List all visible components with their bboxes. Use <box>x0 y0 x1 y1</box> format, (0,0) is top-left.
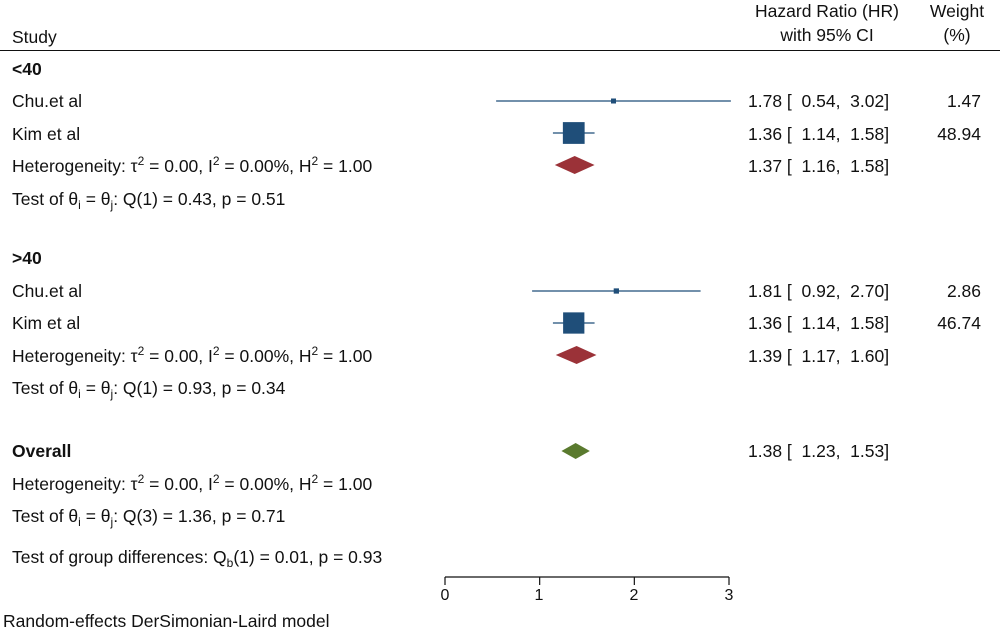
heterogeneity-stats: Heterogeneity: τ2 = 0.00, I2 = 0.00%, H2… <box>12 344 373 368</box>
study-weight: 48.94 <box>937 124 981 144</box>
heterogeneity-prefix: Heterogeneity: τ <box>12 346 138 366</box>
study-marker <box>613 288 619 294</box>
theta-i-subscript: i <box>78 387 81 401</box>
h-value: = 1.00 <box>318 156 373 176</box>
theta-test: Test of θi = θj: Q(3) = 1.36, p = 0.71 <box>12 506 286 529</box>
study-name: Chu.et al <box>12 281 83 301</box>
heterogeneity-stats: Heterogeneity: τ2 = 0.00, I2 = 0.00%, H2… <box>12 472 373 496</box>
tau-superscript: 2 <box>137 472 145 486</box>
hr-column-header-line2: with 95% CI <box>780 25 874 45</box>
test-prefix: Test of θ <box>12 378 79 398</box>
heterogeneity-prefix: Heterogeneity: τ <box>12 474 138 494</box>
study-ci-text: 1.78 [ 0.54, 3.02] <box>748 91 890 111</box>
test-mid: = θ <box>80 378 111 398</box>
study-weight: 46.74 <box>937 313 981 333</box>
i-value: = 0.00%, H <box>219 346 312 366</box>
tau-superscript: 2 <box>137 154 145 168</box>
tau-value: = 0.00, I <box>144 156 213 176</box>
i-superscript: 2 <box>212 472 220 486</box>
q-b-subscript: b <box>226 556 234 570</box>
test-prefix: Test of θ <box>12 189 79 209</box>
test-mid: = θ <box>80 189 111 209</box>
tau-value: = 0.00, I <box>144 474 213 494</box>
study-name: Kim et al <box>12 124 81 144</box>
heterogeneity-prefix: Heterogeneity: τ <box>12 156 138 176</box>
test-mid: = θ <box>80 506 111 526</box>
study-ci-text: 1.36 [ 1.14, 1.58] <box>748 124 890 144</box>
group-label: <40 <box>12 59 42 79</box>
theta-test: Test of θi = θj: Q(1) = 0.43, p = 0.51 <box>12 189 286 212</box>
tau-value: = 0.00, I <box>144 346 213 366</box>
pooled-ci-text: 1.39 [ 1.17, 1.60] <box>748 346 890 366</box>
model-note: Random-effects DerSimonian-Laird model <box>3 611 330 631</box>
group-label: >40 <box>12 248 42 268</box>
header-rule <box>0 50 1000 51</box>
x-tick-label: 1 <box>534 587 544 604</box>
i-value: = 0.00%, H <box>219 156 312 176</box>
study-weight: 2.86 <box>946 281 981 301</box>
study-ci-text: 1.36 [ 1.14, 1.58] <box>748 313 890 333</box>
overall-ci-text: 1.38 [ 1.23, 1.53] <box>748 441 890 461</box>
group-test-suffix: (1) = 0.01, p = 0.93 <box>233 547 383 567</box>
h-superscript: 2 <box>311 344 319 358</box>
study-ci-text: 1.81 [ 0.92, 2.70] <box>748 281 890 301</box>
overall-label: Overall <box>12 441 72 461</box>
overall-pooled-diamond <box>561 443 590 459</box>
study-marker <box>562 122 585 144</box>
theta-test: Test of θi = θj: Q(1) = 0.93, p = 0.34 <box>12 378 286 401</box>
h-superscript: 2 <box>311 154 319 168</box>
pooled-ci-text: 1.37 [ 1.16, 1.58] <box>748 156 890 176</box>
test-prefix: Test of θ <box>12 506 79 526</box>
x-tick-label: 3 <box>724 587 734 604</box>
theta-i-subscript: i <box>78 515 81 529</box>
theta-j-subscript: j <box>110 198 114 212</box>
i-superscript: 2 <box>212 154 220 168</box>
h-superscript: 2 <box>311 472 319 486</box>
h-value: = 1.00 <box>318 346 373 366</box>
heterogeneity-stats: Heterogeneity: τ2 = 0.00, I2 = 0.00%, H2… <box>12 154 373 178</box>
weight-column-header-line1: Weight <box>929 1 985 21</box>
h-value: = 1.00 <box>318 474 373 494</box>
study-name: Kim et al <box>12 313 81 333</box>
x-tick-label: 0 <box>440 587 450 604</box>
i-superscript: 2 <box>212 344 220 358</box>
study-marker <box>563 312 585 334</box>
hr-column-header-line1: Hazard Ratio (HR) <box>755 1 899 21</box>
study-name: Chu.et al <box>12 91 83 111</box>
subgroup-pooled-diamond <box>555 346 597 364</box>
test-suffix: : Q(1) = 0.93, p = 0.34 <box>113 378 286 398</box>
subgroup-pooled-diamond <box>554 156 595 174</box>
i-value: = 0.00%, H <box>219 474 312 494</box>
theta-j-subscript: j <box>110 515 114 529</box>
group-differences-test: Test of group differences: Qb(1) = 0.01,… <box>12 547 383 570</box>
weight-column-header-line2: (%) <box>943 25 971 45</box>
group-test-prefix: Test of group differences: Q <box>12 547 227 567</box>
test-suffix: : Q(1) = 0.43, p = 0.51 <box>113 189 286 209</box>
theta-i-subscript: i <box>78 198 81 212</box>
study-weight: 1.47 <box>946 91 981 111</box>
x-tick-label: 2 <box>629 587 639 604</box>
tau-superscript: 2 <box>137 344 145 358</box>
study-column-header: Study <box>12 27 57 47</box>
study-marker <box>611 98 617 104</box>
theta-j-subscript: j <box>110 387 114 401</box>
test-suffix: : Q(3) = 1.36, p = 0.71 <box>113 506 286 526</box>
